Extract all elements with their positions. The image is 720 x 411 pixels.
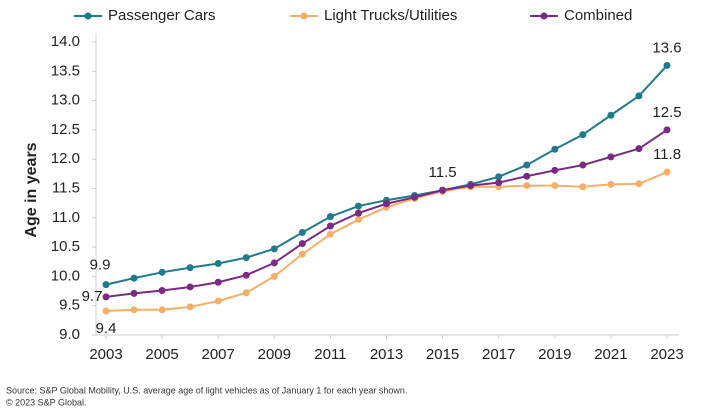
data-point — [102, 281, 110, 289]
x-tick-label: 2015 — [426, 346, 459, 363]
y-tick-label: 9.0 — [59, 326, 80, 343]
data-point — [158, 286, 166, 294]
data-label: 11.8 — [653, 146, 681, 163]
x-tick-label: 2005 — [145, 346, 178, 363]
data-label: 9.7 — [82, 288, 103, 305]
x-tick-label: 2023 — [650, 346, 683, 363]
y-axis-title: Age in years — [23, 142, 40, 237]
data-point — [523, 182, 531, 190]
y-tick-label: 14.0 — [51, 33, 80, 50]
data-point — [383, 200, 390, 208]
y-tick-label: 10.0 — [51, 267, 80, 284]
data-point — [607, 111, 615, 119]
data-point — [242, 271, 250, 279]
data-point — [158, 268, 166, 276]
x-tick-label: 2019 — [538, 346, 571, 363]
data-point — [467, 182, 475, 190]
data-point — [551, 182, 559, 190]
data-point — [186, 303, 194, 311]
data-point — [130, 306, 138, 314]
data-point — [607, 180, 615, 188]
legend-marker — [84, 12, 92, 20]
data-point — [270, 272, 278, 280]
data-label: 9.4 — [96, 320, 117, 337]
data-point — [551, 166, 559, 174]
x-tick-label: 2013 — [370, 346, 403, 363]
legend-label: Combined — [564, 7, 632, 24]
x-tick-label: 2017 — [482, 346, 515, 363]
data-point — [579, 183, 587, 191]
data-point — [326, 213, 334, 221]
data-point — [130, 289, 138, 297]
legend-label: Passenger Cars — [108, 7, 216, 24]
y-tick-label: 13.5 — [51, 62, 80, 79]
y-tick-label: 12.5 — [51, 121, 80, 138]
data-point — [158, 306, 166, 314]
source-note: Source: S&P Global Mobility, U.S. averag… — [6, 385, 407, 395]
data-point — [663, 61, 671, 69]
data-point — [354, 202, 362, 210]
data-point — [326, 222, 334, 230]
data-point — [439, 186, 447, 194]
legend-marker — [540, 12, 548, 20]
copyright: © 2023 S&P Global. — [6, 397, 87, 407]
data-point — [523, 161, 531, 169]
data-point — [579, 161, 587, 169]
data-label: 12.5 — [652, 104, 681, 121]
data-point — [102, 307, 110, 315]
data-point — [663, 168, 671, 176]
data-point — [186, 264, 194, 272]
data-point — [130, 274, 138, 282]
data-point — [495, 179, 503, 187]
data-point — [270, 259, 278, 267]
data-point — [579, 131, 587, 139]
y-tick-label: 12.0 — [51, 150, 80, 167]
data-point — [635, 145, 643, 153]
data-point — [635, 180, 643, 188]
data-point — [270, 245, 278, 253]
data-point — [214, 278, 222, 286]
data-point — [523, 172, 531, 180]
data-point — [298, 250, 306, 258]
data-point — [298, 228, 306, 236]
data-point — [326, 230, 334, 238]
y-tick-label: 11.0 — [52, 209, 80, 226]
x-tick-label: 2011 — [314, 346, 346, 363]
x-tick-label: 2007 — [202, 346, 235, 363]
data-label: 13.6 — [652, 39, 681, 56]
data-point — [102, 293, 110, 301]
y-tick-label: 9.5 — [59, 297, 80, 314]
y-tick-label: 11.5 — [52, 179, 80, 196]
data-point — [214, 260, 222, 268]
data-point — [214, 297, 222, 305]
data-label: 11.5 — [429, 164, 457, 181]
data-point — [607, 153, 615, 161]
data-point — [495, 173, 503, 181]
data-point — [411, 193, 419, 201]
series-line — [105, 64, 668, 286]
data-point — [242, 289, 250, 297]
data-point — [663, 126, 671, 134]
data-label: 9.9 — [90, 257, 111, 274]
data-point — [242, 254, 250, 262]
y-tick-label: 13.0 — [51, 92, 80, 109]
data-point — [186, 283, 194, 291]
legend-marker — [300, 12, 308, 20]
data-point — [354, 216, 362, 224]
data-point — [354, 209, 362, 217]
data-point — [635, 92, 643, 100]
data-point — [551, 145, 559, 153]
data-point — [298, 240, 306, 248]
x-tick-label: 2021 — [594, 346, 627, 363]
series-line — [105, 129, 668, 298]
x-tick-label: 2009 — [258, 346, 291, 363]
y-tick-label: 10.5 — [51, 238, 80, 255]
legend-label: Light Trucks/Utilities — [324, 7, 457, 24]
x-tick-label: 2003 — [89, 346, 122, 363]
